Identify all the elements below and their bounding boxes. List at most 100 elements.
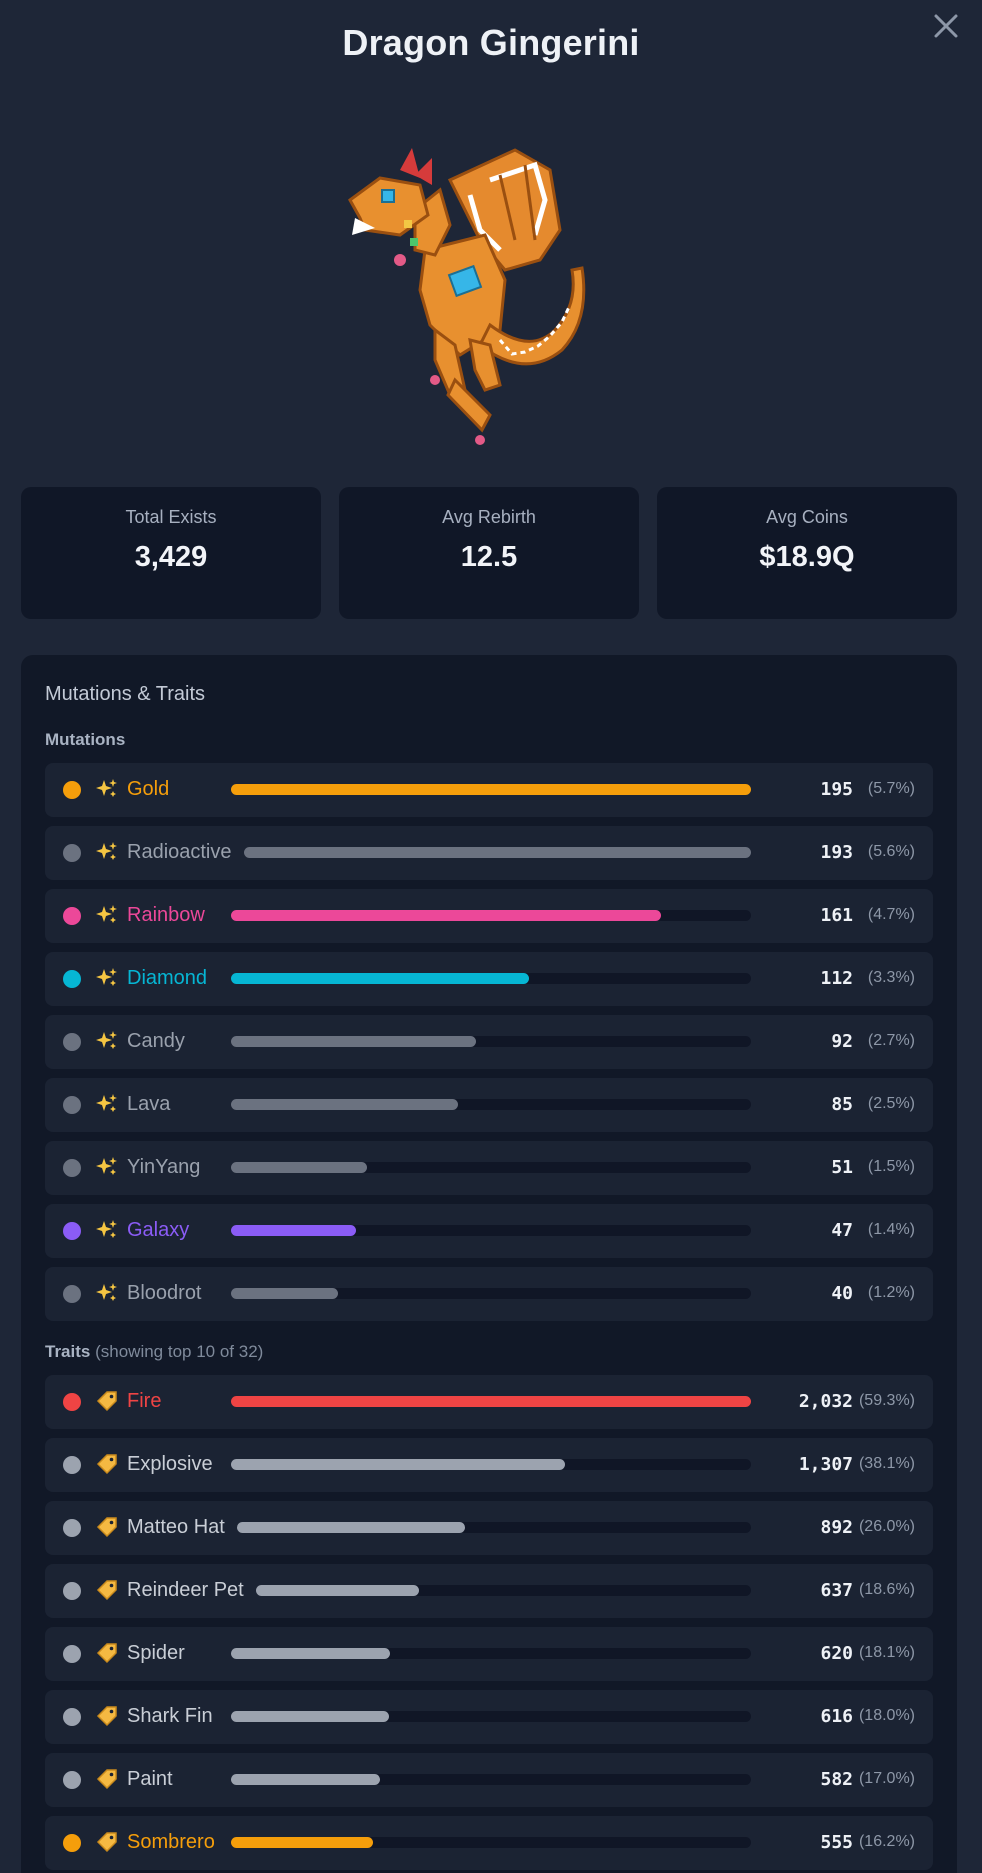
progress-track (231, 1774, 751, 1785)
progress-fill (231, 1036, 476, 1047)
row-name: Shark Fin (127, 1705, 213, 1727)
stat-label: Total Exists (125, 507, 217, 527)
progress-track (231, 1162, 751, 1173)
row-percent: (5.6%) (867, 843, 915, 860)
mutation-row[interactable]: YinYang 51 (1.5%) (45, 1141, 933, 1195)
progress-track (231, 1837, 751, 1848)
row-count: 40 (831, 1283, 853, 1304)
sparkles-icon (95, 777, 119, 801)
color-dot (63, 781, 81, 799)
progress-fill (231, 784, 751, 795)
row-percent: (2.5%) (867, 1095, 915, 1112)
stat-value: 3,429 (134, 541, 208, 573)
mutation-row[interactable]: Lava 85 (2.5%) (45, 1078, 933, 1132)
row-percent: (2.7%) (867, 1032, 915, 1049)
row-percent: (18.6%) (858, 1581, 915, 1598)
color-dot (63, 1771, 81, 1789)
row-name: Explosive (127, 1453, 213, 1475)
row-count: 892 (820, 1517, 853, 1538)
row-name: Candy (127, 1030, 185, 1052)
stat-label: Avg Coins (766, 507, 848, 527)
row-percent: (16.2%) (858, 1833, 915, 1850)
progress-fill (231, 1288, 338, 1299)
row-name: Lava (127, 1093, 171, 1115)
row-percent: (18.0%) (858, 1707, 915, 1724)
color-dot (63, 1159, 81, 1177)
tag-icon (95, 1389, 119, 1413)
mutation-row[interactable]: Diamond 112 (3.3%) (45, 952, 933, 1006)
trait-row[interactable]: Shark Fin 616 (18.0%) (45, 1690, 933, 1744)
progress-track (244, 847, 751, 858)
row-count: 161 (820, 905, 853, 926)
color-dot (63, 970, 81, 988)
progress-track (237, 1522, 751, 1533)
trait-row[interactable]: Explosive 1,307 (38.1%) (45, 1438, 933, 1492)
stat-value: 12.5 (460, 541, 518, 573)
color-dot (63, 1222, 81, 1240)
mutations-traits-panel: Mutations & Traits Mutations Traits (sho… (21, 655, 957, 1873)
stat-card-avg-coins: Avg Coins $18.9Q (657, 487, 957, 619)
row-name: Galaxy (127, 1219, 190, 1241)
row-percent: (4.7%) (867, 906, 915, 923)
color-dot (63, 1834, 81, 1852)
progress-fill (231, 1774, 380, 1785)
trait-row[interactable]: Matteo Hat 892 (26.0%) (45, 1501, 933, 1555)
color-dot (63, 1033, 81, 1051)
progress-fill (231, 1099, 458, 1110)
progress-track (231, 784, 751, 795)
trait-row[interactable]: Reindeer Pet 637 (18.6%) (45, 1564, 933, 1618)
progress-fill (231, 1225, 356, 1236)
color-dot (63, 907, 81, 925)
color-dot (63, 1582, 81, 1600)
sparkles-icon (95, 1029, 119, 1053)
row-percent: (59.3%) (858, 1392, 915, 1409)
mutation-row[interactable]: Radioactive 193 (5.6%) (45, 826, 933, 880)
mutation-row[interactable]: Rainbow 161 (4.7%) (45, 889, 933, 943)
row-name: YinYang (127, 1156, 201, 1178)
stats-row: Total Exists 3,429 Avg Rebirth 12.5 Avg … (21, 487, 957, 619)
color-dot (63, 1096, 81, 1114)
stat-card-avg-rebirth: Avg Rebirth 12.5 (339, 487, 639, 619)
progress-track (231, 910, 751, 921)
sparkles-icon (95, 1155, 119, 1179)
progress-track (231, 1648, 751, 1659)
sparkles-icon (95, 1281, 119, 1305)
traits-section-label: Traits (showing top 10 of 32) (45, 1342, 263, 1362)
row-count: 555 (820, 1832, 853, 1853)
trait-row[interactable]: Paint 582 (17.0%) (45, 1753, 933, 1807)
row-percent: (17.0%) (858, 1770, 915, 1787)
mutation-row[interactable]: Bloodrot 40 (1.2%) (45, 1267, 933, 1321)
row-percent: (3.3%) (867, 969, 915, 986)
traits-note: (showing top 10 of 32) (95, 1342, 264, 1361)
close-button[interactable] (928, 8, 964, 44)
tag-icon (95, 1704, 119, 1728)
row-count: 582 (820, 1769, 853, 1790)
sparkles-icon (95, 903, 119, 927)
color-dot (63, 1456, 81, 1474)
tag-icon (95, 1767, 119, 1791)
panel-title: Mutations & Traits (45, 683, 206, 705)
progress-track (231, 1288, 751, 1299)
tag-icon (95, 1452, 119, 1476)
progress-fill (231, 1837, 373, 1848)
progress-track (231, 1036, 751, 1047)
trait-row[interactable]: Spider 620 (18.1%) (45, 1627, 933, 1681)
tag-icon (95, 1515, 119, 1539)
progress-fill (231, 910, 661, 921)
row-count: 195 (820, 779, 853, 800)
color-dot (63, 1645, 81, 1663)
row-percent: (38.1%) (858, 1455, 915, 1472)
row-percent: (1.4%) (867, 1221, 915, 1238)
trait-row[interactable]: Sombrero 555 (16.2%) (45, 1816, 933, 1870)
row-name: Fire (127, 1390, 162, 1412)
progress-fill (231, 1396, 751, 1407)
mutation-row[interactable]: Candy 92 (2.7%) (45, 1015, 933, 1069)
row-count: 2,032 (798, 1391, 853, 1412)
tag-icon (95, 1578, 119, 1602)
mutation-row[interactable]: Gold 195 (5.7%) (45, 763, 933, 817)
trait-row[interactable]: Fire 2,032 (59.3%) (45, 1375, 933, 1429)
mutations-section-label: Mutations (45, 730, 126, 749)
mutation-row[interactable]: Galaxy 47 (1.4%) (45, 1204, 933, 1258)
gingerbread-dragon-image (348, 148, 586, 445)
row-name: Sombrero (127, 1831, 215, 1853)
